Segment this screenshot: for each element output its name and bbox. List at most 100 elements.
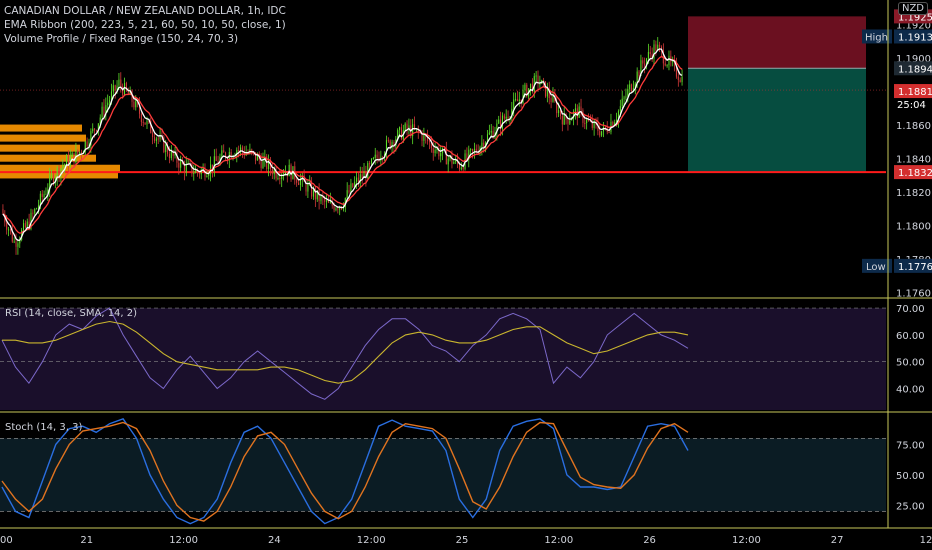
candle-body bbox=[500, 119, 502, 129]
candle-body bbox=[324, 198, 326, 202]
countdown-label: 25:04 bbox=[897, 100, 926, 111]
candle-body bbox=[423, 134, 425, 141]
candle-body bbox=[548, 89, 550, 99]
candle-body bbox=[22, 223, 25, 231]
candle-body bbox=[47, 189, 49, 194]
chart-title: CANADIAN DOLLAR / NEW ZEALAND DOLLAR, 1h… bbox=[4, 5, 286, 17]
price-tick-label: 1.1820 bbox=[896, 188, 931, 199]
candle-body bbox=[2, 208, 4, 214]
candle-body bbox=[443, 147, 445, 149]
candle-body bbox=[256, 155, 258, 161]
candle-body bbox=[558, 110, 560, 114]
candle-body bbox=[447, 158, 449, 165]
short-target-zone[interactable] bbox=[688, 68, 866, 173]
candle-body bbox=[329, 201, 331, 203]
candle-body bbox=[400, 127, 402, 140]
candle-body bbox=[486, 134, 489, 143]
candle-body bbox=[296, 179, 298, 183]
candle-body bbox=[552, 95, 554, 103]
candle-body bbox=[513, 99, 515, 109]
candle-body bbox=[144, 122, 146, 125]
candle-body bbox=[408, 125, 410, 129]
candle-body bbox=[421, 132, 423, 141]
candle-body bbox=[230, 151, 232, 158]
candle-body bbox=[556, 100, 558, 114]
candle-body bbox=[589, 120, 591, 122]
time-tick-label: 27 bbox=[831, 535, 844, 546]
candle-body bbox=[496, 123, 498, 133]
candle-body bbox=[679, 79, 681, 83]
candle-body bbox=[152, 133, 154, 138]
candle-body bbox=[6, 222, 8, 230]
candle-body bbox=[399, 127, 401, 131]
candle-body bbox=[133, 101, 135, 108]
candle-body bbox=[153, 137, 156, 141]
candle-body bbox=[198, 172, 200, 175]
candle-body bbox=[449, 155, 451, 159]
candle-body bbox=[640, 60, 642, 76]
high-price-tag: 1.1913 bbox=[898, 32, 932, 43]
candle-body bbox=[13, 241, 15, 243]
candle-body bbox=[369, 163, 371, 165]
candle-body bbox=[451, 155, 453, 164]
candle-body bbox=[101, 106, 103, 118]
candle-body bbox=[427, 136, 429, 142]
candle-body bbox=[200, 169, 202, 175]
ema-ribbon-legend[interactable]: EMA Ribbon (200, 223, 5, 21, 60, 50, 10,… bbox=[4, 19, 286, 31]
candle-body bbox=[52, 175, 54, 183]
candle-body bbox=[176, 151, 178, 163]
stoch-legend[interactable]: Stoch (14, 3, 3) bbox=[5, 422, 83, 433]
candle-body bbox=[66, 156, 68, 165]
candle-body bbox=[550, 98, 552, 103]
candle-body bbox=[114, 85, 116, 91]
candle-body bbox=[458, 163, 460, 170]
candle-body bbox=[601, 131, 603, 136]
candle-body bbox=[413, 124, 416, 129]
candle-body bbox=[86, 141, 88, 147]
candle-body bbox=[326, 200, 328, 202]
price-tick-label: 1.1900 bbox=[896, 54, 931, 65]
rsi-legend[interactable]: RSI (14, close, SMA, 14, 2) bbox=[5, 308, 138, 319]
candle-body bbox=[223, 150, 225, 153]
candle-body bbox=[584, 122, 586, 124]
candle-body bbox=[30, 212, 32, 229]
candle-body bbox=[580, 106, 582, 111]
candle-body bbox=[627, 89, 629, 97]
candle-body bbox=[529, 83, 532, 89]
candle-body bbox=[238, 149, 240, 151]
candle-body bbox=[51, 175, 53, 177]
candle-body bbox=[241, 147, 243, 152]
rsi-tick-label: 40.00 bbox=[896, 385, 925, 396]
candle-body bbox=[311, 182, 313, 197]
candle-body bbox=[352, 183, 354, 187]
candle-body bbox=[522, 90, 524, 103]
volume-profile-bar bbox=[0, 144, 80, 152]
short-stop-zone[interactable] bbox=[688, 16, 866, 69]
candle-body bbox=[97, 123, 99, 131]
candle-body bbox=[142, 121, 144, 123]
candle-body bbox=[43, 194, 45, 198]
stop-price-tag: 1.1925 bbox=[898, 12, 932, 23]
candle-body bbox=[625, 96, 627, 98]
candle-body bbox=[430, 142, 432, 149]
support-price-tag-bg bbox=[894, 165, 932, 180]
price-tick-label: 1.1800 bbox=[896, 222, 931, 233]
candle-body bbox=[260, 159, 262, 169]
volume-profile-bar bbox=[0, 124, 82, 132]
candle-body bbox=[168, 153, 170, 159]
candle-body bbox=[299, 179, 301, 185]
entry-price-tag-bg bbox=[894, 61, 932, 76]
candle-body bbox=[677, 76, 679, 80]
candle-body bbox=[367, 163, 369, 179]
candle-body bbox=[389, 140, 391, 149]
price-tick-label: 1.1760 bbox=[896, 289, 931, 300]
candle-body bbox=[539, 83, 541, 85]
last-price-tag-bg bbox=[894, 84, 932, 99]
candle-body bbox=[303, 175, 305, 182]
currency-chip[interactable]: NZD bbox=[897, 2, 928, 15]
candle-body bbox=[617, 111, 619, 120]
candle-body bbox=[297, 182, 300, 185]
volume-profile-legend[interactable]: Volume Profile / Fixed Range (150, 24, 7… bbox=[4, 33, 239, 45]
candle-body bbox=[675, 63, 677, 77]
